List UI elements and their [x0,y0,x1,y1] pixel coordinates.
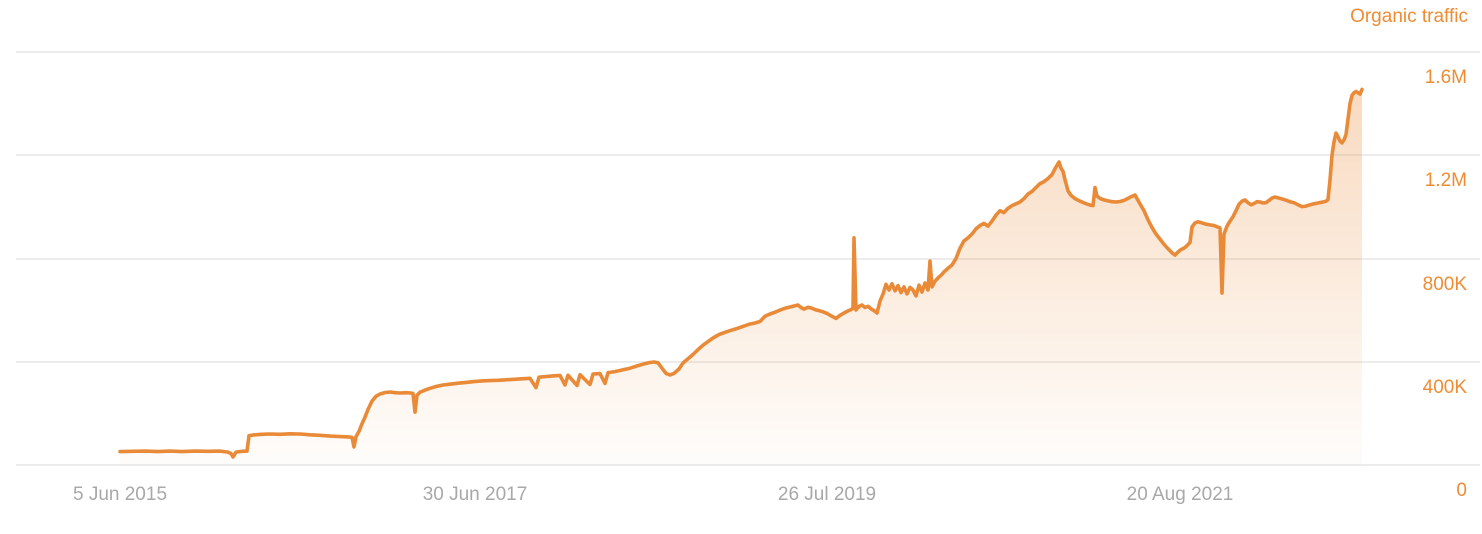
x-axis-label: 5 Jun 2015 [72,484,168,505]
x-axis-label: 26 Jul 2019 [777,484,877,505]
traffic-line[interactable] [118,87,1364,459]
y-axis-label: 800K [1422,273,1467,295]
gridline [16,51,1480,53]
gridline [16,154,1480,157]
y-axis-label: 400K [1422,376,1467,398]
y-axis-label: 1.6M [1424,67,1467,88]
gridline [16,257,1480,260]
x-axis-label: 20 Aug 2021 [1126,484,1234,505]
x-axis-label: 30 Jun 2017 [422,484,528,505]
traffic-area-fill [120,89,1362,466]
chart-title: Organic traffic [1350,6,1468,27]
y-axis-label: 0 [1456,480,1467,501]
y-axis-label: 1.2M [1424,170,1467,192]
